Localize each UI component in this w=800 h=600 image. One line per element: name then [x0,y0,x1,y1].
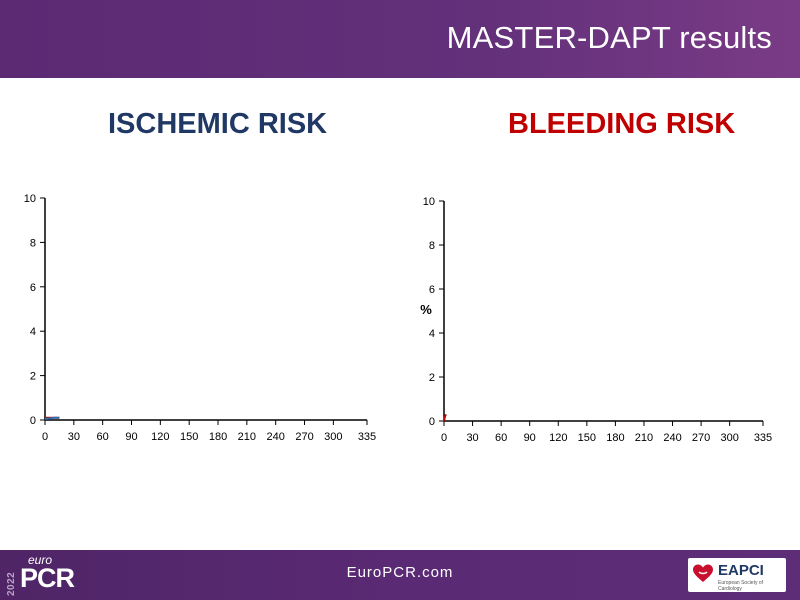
bleeding-x-tick-label: 300 [720,432,738,444]
ischemic-x-tick-label: 0 [42,431,48,443]
bleeding-x-tick-label: 150 [578,432,596,444]
bleeding-y-tick-label: 2 [429,372,435,384]
eapci-subtitle: European Society of Cardiology [718,580,764,592]
bleeding-x-tick-label: 210 [635,432,653,444]
header-bar: MASTER-DAPT results [0,0,800,78]
bleeding-y-tick-label: 0 [429,416,435,428]
bleeding-y-tick-label: 4 [429,328,435,340]
ischemic-y-tick-label: 4 [30,326,36,338]
ischemic-y-tick-label: 2 [30,371,36,383]
eapci-logo: EAPCI European Society of Cardiology [688,558,786,592]
slide-title: MASTER-DAPT results [446,20,772,55]
ischemic-y-tick-label: 6 [30,282,36,294]
ischemic-x-tick-label: 300 [324,431,342,443]
ischemic-x-tick-label: 180 [209,431,227,443]
bleeding-x-tick-label: 180 [606,432,624,444]
ischemic-x-tick-label: 335 [358,431,376,443]
bleeding-y-tick-label: 10 [423,196,435,208]
ischemic-x-tick-label: 30 [68,431,80,443]
bleeding-x-tick-label: 60 [495,432,507,444]
eapci-label: EAPCI [718,562,764,579]
ischemic-x-tick-label: 60 [97,431,109,443]
bleeding-series-line-1 [443,414,447,422]
ischemic-series-line-2 [44,416,60,420]
ischemic-x-tick-label: 90 [125,431,137,443]
footer-bar: 2022 euro PCR EuroPCR.com EAPCI European… [0,550,800,600]
ischemic-y-tick-label: 10 [24,193,36,205]
ischemic-x-tick-label: 210 [238,431,256,443]
bleeding-x-tick-label: 240 [663,432,681,444]
bleeding-x-tick-label: 270 [692,432,710,444]
bleeding-x-tick-label: 120 [549,432,567,444]
bleeding-y-axis-label: % [420,302,432,317]
ischemic-x-tick-label: 270 [295,431,313,443]
bleeding-x-tick-label: 30 [466,432,478,444]
footer-url[interactable]: EuroPCR.com [346,564,454,581]
ischemic-risk-title: ISCHEMIC RISK [108,108,328,140]
ischemic-y-tick-label: 0 [30,415,36,427]
bleeding-y-tick-label: 8 [429,240,435,252]
europcr-logo: PCR [20,563,75,593]
ischemic-y-tick-label: 8 [30,237,36,249]
ischemic-x-tick-label: 120 [151,431,169,443]
bleeding-x-tick-label: 0 [441,432,447,444]
heart-icon [693,564,713,582]
bleeding-x-tick-label: 335 [754,432,772,444]
bleeding-y-tick-label: 6 [429,284,435,296]
logo-euro-text: euro [28,553,53,567]
bleeding-risk-title: BLEEDING RISK [508,108,736,140]
bleeding-x-tick-label: 90 [524,432,536,444]
ischemic-x-tick-label: 150 [180,431,198,443]
ischemic-x-tick-label: 240 [267,431,285,443]
